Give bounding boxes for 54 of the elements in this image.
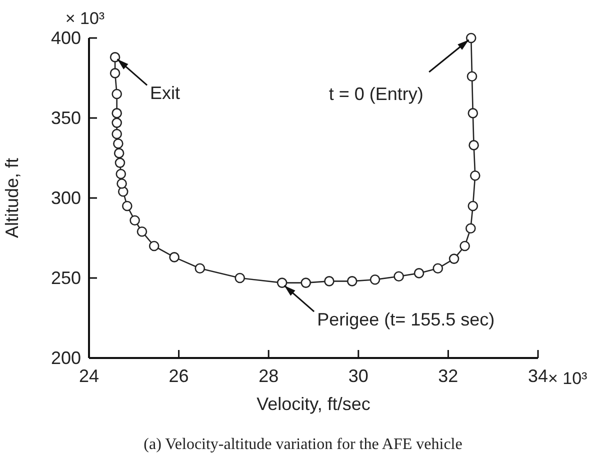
text: × 10³ [65,9,105,28]
point [276,278,288,288]
point [114,148,124,158]
point [136,226,148,237]
x-tick-label: 28 [258,366,279,386]
point [432,263,444,274]
annotation: Perigee (t= 155.5 sec) [317,310,495,330]
point [370,274,380,285]
y-tick-label: 350 [50,108,81,128]
point [466,32,476,44]
point [468,140,479,150]
point [460,240,470,252]
point [414,268,424,278]
point [148,240,160,252]
point [112,108,122,118]
point [122,200,132,212]
y-axis-title: Altitude, ft [2,158,22,238]
point [112,118,122,128]
x-axis-title: Velocity, ft/sec [256,394,370,414]
point [470,170,480,181]
point [234,272,246,284]
point [169,252,180,262]
point [110,52,120,62]
point [346,276,358,286]
point [114,158,126,168]
annotation: Exit [150,83,180,104]
x-tick-label: 30 [348,366,368,386]
point [300,278,312,288]
point [468,200,478,212]
point [394,271,404,282]
point [116,178,127,189]
point [448,254,460,264]
point [194,263,206,274]
point [466,223,476,234]
point [112,128,122,140]
point [466,71,478,82]
point [112,88,122,100]
point [110,68,120,78]
x-tick-label: 32 [438,366,458,386]
x-tick-label: 34 [528,366,548,386]
point [116,168,126,180]
point [130,215,140,226]
annotation: t = 0 (Entry) [328,84,424,104]
point [113,138,124,149]
point [324,276,334,286]
point [468,108,478,118]
y-tick-label: 300 [50,188,81,208]
x-tick-label: 24 [78,366,100,386]
text: (a) Velocity-altitude variation for the AFE vehicle [144,436,462,453]
x-tick-label: 26 [168,366,189,386]
y-tick-label: 400 [50,28,81,48]
y-tick-label: 250 [50,268,81,288]
y-tick-label: 200 [50,348,81,368]
text: × 10³ [548,369,588,388]
